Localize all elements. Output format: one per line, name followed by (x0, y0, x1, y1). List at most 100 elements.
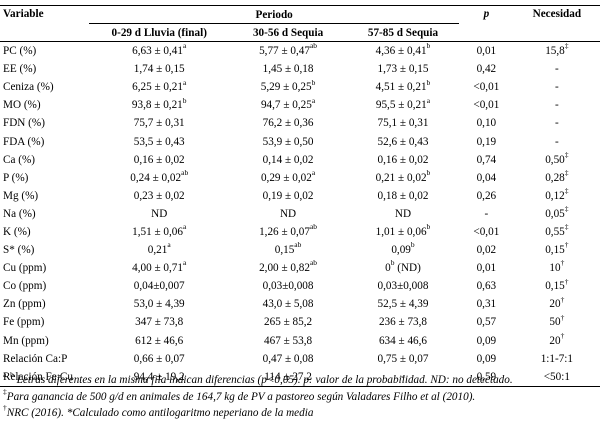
table-row: Relación Fe:Cu 94,4 ± 19,2 114 ± 27,2 - 0,59… (0, 367, 600, 387)
cell-period-3-value: 52,6 ± 0,43 (377, 135, 429, 148)
footnote-1-text: Letras diferentes en la misma fila indic… (13, 374, 513, 386)
table-row: Ca (%) 0,16 ± 0,02 0,14 ± 0,02 0,16 ± 0,02 0… (0, 151, 600, 169)
cell-necesidad: - (514, 132, 600, 150)
table-row: MO (%) 93,8 ± 0,21b 94,7 ± 0,25a 95,5 ± 0,2… (0, 96, 600, 114)
cell-period-1-value: 0,16 ± 0,02 (133, 153, 185, 166)
row-label-value: Mg (%) (3, 189, 39, 202)
cell-period-1: 4,00 ± 0,71a (89, 259, 229, 277)
cell-period-2: 5,77 ± 0,47ab (229, 42, 347, 61)
cell-period-1: 612 ± 46,6 (89, 332, 229, 350)
cell-period-1-superscript: ab (181, 167, 189, 177)
cell-period-3: 0,09b (347, 241, 459, 259)
cell-period-2: 0,15ab (229, 241, 347, 259)
cell-period-2-value: 0,14 ± 0,02 (262, 153, 314, 166)
cell-period-2: 0,47 ± 0,08 (229, 350, 347, 368)
cell-p-value: 0,57 (476, 316, 497, 329)
table-row: K (%) 1,51 ± 0,06a 1,26 ± 0,07ab 1,01 ± 0,0… (0, 223, 600, 241)
cell-p: 0,04 (459, 169, 514, 187)
cell-period-3-value: 236 ± 73,8 (378, 316, 428, 329)
table-row: P (%) 0,24 ± 0,02ab 0,29 ± 0,02a 0,21 ± 0,0… (0, 169, 600, 187)
cell-period-1-value: 0,24 ± 0,02 (130, 171, 182, 184)
cell-period-3-superscript: a (426, 95, 431, 105)
cell-period-3-value: 0,09 (391, 244, 411, 257)
row-label-value: FDN (%) (3, 117, 45, 130)
cell-necesidad: 20† (514, 332, 600, 350)
cell-necesidad-value: 10 (549, 262, 561, 275)
table-row: Co (ppm) 0,04±0,007 0,03±0,008 0,03±0,008 0,… (0, 277, 600, 295)
cell-necesidad: 15,8‡ (514, 42, 600, 61)
row-label-value: Relación Fe:Cu (3, 370, 73, 383)
cell-p: 0,10 (459, 114, 514, 132)
header-necesidad: Necesidad (513, 5, 600, 42)
row-label: Ca (%) (0, 151, 89, 169)
cell-period-1: 0,23 ± 0,02 (89, 187, 229, 205)
table-body: PC (%) 6,63 ± 0,41a 5,77 ± 0,47ab 4,36 ± 0,… (0, 42, 600, 387)
cell-necesidad-superscript: † (560, 312, 565, 322)
header-period-2: 30-56 d Sequia (229, 23, 347, 42)
row-label: Mg (%) (0, 187, 89, 205)
cell-period-1: 94,4 ± 19,2 (89, 367, 230, 387)
cell-necesidad-value: - (554, 135, 559, 148)
footnote-2: ‡Para ganancia de 500 g/d en animales de… (3, 388, 513, 406)
cell-period-2-value: 1,45 ± 0,18 (262, 63, 314, 76)
cell-period-2: 265 ± 85,2 (229, 313, 347, 331)
cell-p-value: 0,01 (476, 45, 497, 58)
cell-period-2-value: 0,19 ± 0,02 (262, 189, 314, 202)
cell-period-1-value: 75,7 ± 0,31 (133, 117, 185, 130)
cell-period-1: ND (89, 205, 229, 223)
row-label-value: Cu (ppm) (3, 262, 47, 275)
cell-necesidad-value: 0,28 (545, 171, 565, 184)
cell-period-3-value: 0,21 ± 0,02 (375, 171, 427, 184)
cell-p-value: 0,01 (476, 262, 497, 275)
row-label: Co (ppm) (0, 277, 89, 295)
row-label-value: Na (%) (3, 207, 36, 220)
row-label-value: S* (%) (3, 244, 35, 257)
cell-necesidad: <50:1 (513, 367, 600, 387)
cell-period-1-value: 53,5 ± 0,43 (133, 135, 185, 148)
cell-period-3-value: - (401, 370, 405, 383)
row-label: EE (%) (0, 60, 89, 78)
cell-period-2-value: 53,9 ± 0,50 (262, 135, 314, 148)
cell-period-2: 2,00 ± 0,82ab (229, 259, 347, 277)
cell-period-3: 0,18 ± 0,02 (347, 187, 459, 205)
table-row: FDA (%) 53,5 ± 0,43 53,9 ± 0,50 52,6 ± 0,43… (0, 132, 600, 150)
cell-necesidad-value: - (554, 117, 559, 130)
header-row-1: Variable Periodo p Necesidad (0, 5, 600, 42)
cell-necesidad: 0,28‡ (514, 169, 600, 187)
cell-p-value: 0,59 (476, 370, 497, 383)
footnote-2-text: Para ganancia de 500 g/d en animales de … (6, 390, 476, 403)
cell-period-3-superscript: b (426, 222, 431, 232)
cell-period-3: 4,36 ± 0,41b (347, 42, 459, 61)
cell-period-3: 0,03±0,008 (347, 277, 459, 295)
cell-period-1: 0,66 ± 0,07 (89, 350, 229, 368)
cell-period-3: 75,1 ± 0,31 (347, 114, 459, 132)
cell-period-1: 75,7 ± 0,31 (89, 114, 229, 132)
cell-period-2-value: 43,0 ± 5,08 (262, 298, 314, 311)
cell-p: <0,01 (459, 78, 514, 96)
cell-period-3: 1,01 ± 0,06b (347, 223, 459, 241)
cell-period-3-value: 4,51 ± 0,21 (375, 81, 427, 94)
cell-period-2-value: 0,47 ± 0,08 (262, 352, 314, 365)
cell-p-value: 0,26 (476, 189, 497, 202)
cell-period-2: 0,19 ± 0,02 (229, 187, 347, 205)
cell-p-value: 0,09 (476, 334, 497, 347)
cell-p: 0,42 (459, 60, 514, 78)
cell-necesidad-value: 0,12 (545, 189, 565, 202)
table-row: FDN (%) 75,7 ± 0,31 76,2 ± 0,36 75,1 ± 0,31… (0, 114, 600, 132)
cell-necesidad-value: - (554, 99, 559, 112)
cell-period-2-value: 94,7 ± 0,25 (260, 99, 312, 112)
cell-necesidad-value: <50:1 (543, 370, 570, 383)
cell-period-3-superscript: b (426, 77, 431, 87)
row-label: S* (%) (0, 241, 89, 259)
footnote-3: †NRC (2016). *Calculado como antilogarit… (3, 404, 513, 422)
cell-period-1-value: 53,0 ± 4,39 (133, 298, 185, 311)
cell-p: 0,02 (459, 241, 514, 259)
cell-necesidad-superscript: ‡ (564, 41, 569, 51)
cell-period-3-value: 52,5 ± 4,39 (377, 298, 429, 311)
row-label-value: K (%) (3, 225, 31, 238)
row-label: FDA (%) (0, 132, 89, 150)
cell-p: 0,19 (459, 132, 514, 150)
cell-period-2: 94,7 ± 0,25a (229, 96, 347, 114)
cell-period-1-value: 93,8 ± 0,21 (131, 99, 183, 112)
